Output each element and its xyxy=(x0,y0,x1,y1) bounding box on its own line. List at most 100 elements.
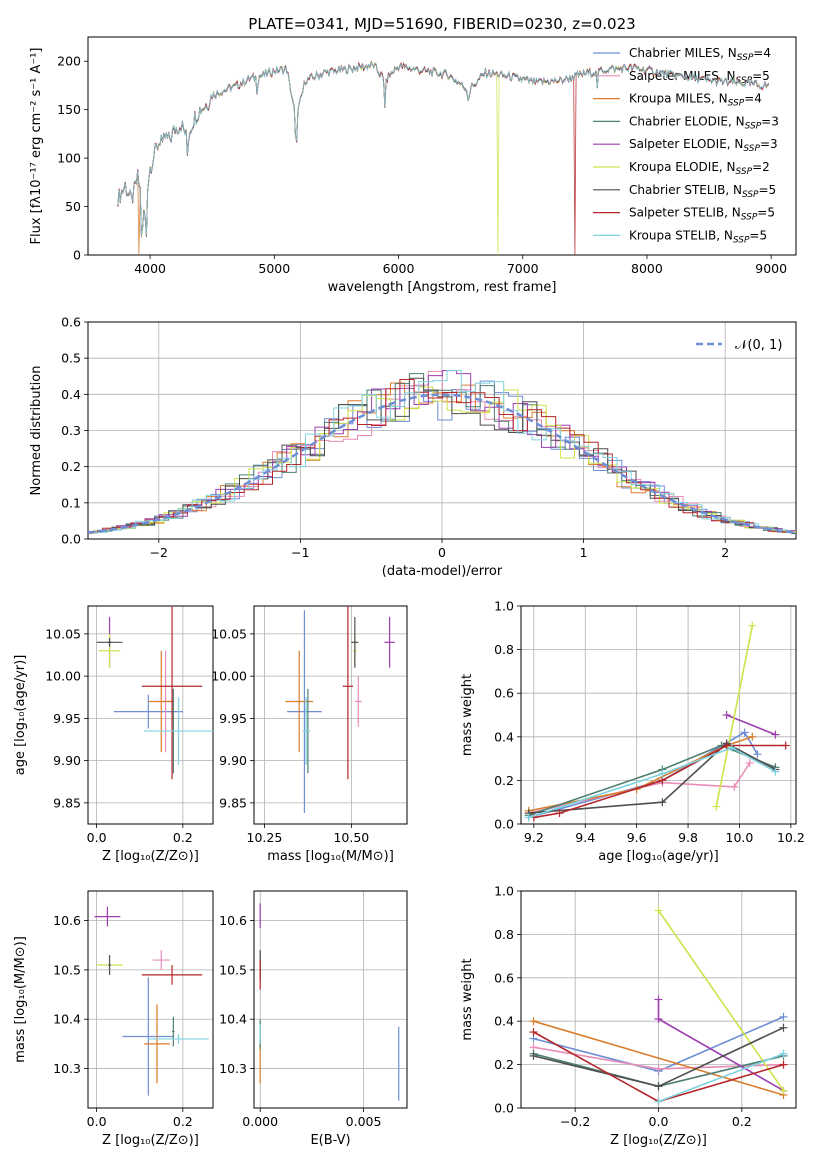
legend-label: Salpeter ELODIE, NSSP=3 xyxy=(629,137,778,154)
axes-frame xyxy=(520,605,797,825)
weight-line xyxy=(533,1020,784,1096)
x-tick-label: 6000 xyxy=(383,261,415,276)
y-tick-label: 0.4 xyxy=(494,1014,514,1029)
y-tick-label: 10.05 xyxy=(45,626,81,641)
mass_vs_EBV-points xyxy=(259,903,400,1101)
y-tick-label: 0.6 xyxy=(61,315,81,330)
x-tick-label: 10.25 xyxy=(247,830,283,845)
y-tick-label: 10.3 xyxy=(219,1061,247,1076)
y-tick-label: 9.90 xyxy=(53,753,81,768)
y-tick-label: 10.00 xyxy=(45,669,81,684)
y-tick-label: 9.95 xyxy=(53,711,81,726)
x-tick-label: 7000 xyxy=(507,261,539,276)
x-tick-label: 0.0 xyxy=(87,830,107,845)
x-axis-label: Z [log₁₀(Z/Z⊙)] xyxy=(102,849,199,864)
y-tick-label: 0.5 xyxy=(61,351,81,366)
x-tick-label: 0.2 xyxy=(173,1114,193,1129)
x-tick-label: 5000 xyxy=(258,261,290,276)
axes-frame xyxy=(520,890,797,1109)
y-tick-label: 9.85 xyxy=(53,795,81,810)
y-axis-label: mass weight xyxy=(460,958,475,1040)
x-tick-label: −0.2 xyxy=(560,1114,590,1129)
axes-frame xyxy=(87,890,214,1109)
legend-label: Chabrier STELIB, NSSP=5 xyxy=(629,183,776,200)
y-tick-label: 10.4 xyxy=(53,1012,81,1027)
residual-histogram xyxy=(88,377,796,534)
y-tick-label: 1.0 xyxy=(494,599,514,614)
weight-line xyxy=(657,910,785,1092)
y-tick-label: 0.8 xyxy=(494,642,514,657)
y-tick-label: 0.6 xyxy=(494,686,514,701)
x-tick-label: 9.4 xyxy=(575,830,595,845)
x-tick-label: 0.2 xyxy=(173,830,193,845)
x-tick-label: −2 xyxy=(150,545,168,560)
y-tick-label: 100 xyxy=(57,151,81,166)
x-axis-label: (data-model)/error xyxy=(382,564,503,579)
x-tick-label: 0.0 xyxy=(649,1114,669,1129)
y-tick-label: 0.0 xyxy=(494,1101,514,1116)
axes-frame xyxy=(87,605,214,825)
axes-frame xyxy=(87,321,797,540)
x-tick-label: 0.0 xyxy=(87,1114,107,1129)
x-axis-label: Z [log₁₀(Z/Z⊙)] xyxy=(102,1133,199,1148)
y-tick-label: 10.3 xyxy=(53,1061,81,1076)
y-tick-label: 10.5 xyxy=(219,962,247,977)
y-tick-label: 10.05 xyxy=(211,626,247,641)
y-tick-label: 10.6 xyxy=(219,913,247,928)
y-tick-label: 9.90 xyxy=(219,753,247,768)
axes-frame xyxy=(253,890,408,1109)
axes-frame xyxy=(253,605,408,825)
x-tick-label: 9.8 xyxy=(678,830,698,845)
y-tick-label: 10.4 xyxy=(219,1012,247,1027)
y-tick-label: 0.3 xyxy=(61,423,81,438)
normal-curve xyxy=(88,393,796,534)
y-axis-label: Flux [fλ10⁻¹⁷ erg cm⁻² s⁻¹ A⁻¹] xyxy=(29,48,44,245)
y-tick-label: 0.2 xyxy=(494,1057,514,1072)
x-tick-label: 0.005 xyxy=(346,1114,382,1129)
y-tick-label: 0.8 xyxy=(494,927,514,942)
spectrum-lines xyxy=(117,60,770,255)
mass_vs_Z-points xyxy=(94,906,209,1096)
age_vs_Z-points xyxy=(96,606,213,780)
y-tick-label: 150 xyxy=(57,102,81,117)
y-tick-label: 10.5 xyxy=(53,962,81,977)
weight-line xyxy=(528,742,776,814)
weight-line xyxy=(658,1053,784,1103)
axes-frame xyxy=(87,36,797,256)
y-tick-label: 0.6 xyxy=(494,970,514,985)
x-tick-label: 9000 xyxy=(755,261,787,276)
weight-line xyxy=(715,625,754,807)
legend-label: Chabrier MILES, NSSP=4 xyxy=(629,46,771,63)
x-tick-label: 0 xyxy=(438,545,446,560)
y-axis-label: age [log₁₀(age/yr)] xyxy=(13,655,28,776)
y-tick-label: 0.4 xyxy=(61,387,81,402)
age_vs_mass-axes: 10.25 10.50 9.85 9.90 9.95 10.00 10.05 mass [lo… xyxy=(211,605,408,864)
x-tick-label: 9.2 xyxy=(524,830,544,845)
y-tick-label: 200 xyxy=(57,54,81,69)
y-tick-label: 0.1 xyxy=(61,495,81,510)
x-tick-label: 2 xyxy=(721,545,729,560)
x-tick-label: −1 xyxy=(291,545,309,560)
x-tick-label: 0.000 xyxy=(242,1114,278,1129)
x-tick-label: 10.0 xyxy=(726,830,754,845)
y-axis-label: Normed distribution xyxy=(29,366,44,496)
residuals-axes: −2 −1 0 1 2 0.0 0.1 0.2 0.3 0.4 0.5 0.6 (data-model)… xyxy=(29,315,797,579)
y-tick-label: 0.4 xyxy=(494,729,514,744)
weight-line xyxy=(528,746,776,819)
y-tick-label: 0.0 xyxy=(494,817,514,832)
x-axis-label: Z [log₁₀(Z/Z⊙)] xyxy=(610,1133,707,1148)
figure-title: PLATE=0341, MJD=51690, FIBERID=0230, z=0… xyxy=(248,15,635,33)
x-tick-label: 0.2 xyxy=(732,1114,752,1129)
residual-legend: 𝒩(0, 1) xyxy=(696,338,782,353)
x-tick-label: 9.6 xyxy=(627,830,647,845)
y-tick-label: 9.95 xyxy=(219,711,247,726)
age_vs_mass-points xyxy=(285,606,395,814)
y-tick-label: 0.0 xyxy=(61,532,81,547)
legend-label: Chabrier ELODIE, NSSP=3 xyxy=(629,114,779,131)
residual-legend-label: 𝒩(0, 1) xyxy=(735,338,782,353)
age_vs_Z-axes: 0.0 0.2 9.85 9.90 9.95 10.00 10.05 Z [log₁₀(Z/Z… xyxy=(13,605,214,864)
y-tick-label: 50 xyxy=(65,199,81,214)
x-tick-label: 4000 xyxy=(134,261,166,276)
y-axis-label: mass weight xyxy=(460,674,475,756)
